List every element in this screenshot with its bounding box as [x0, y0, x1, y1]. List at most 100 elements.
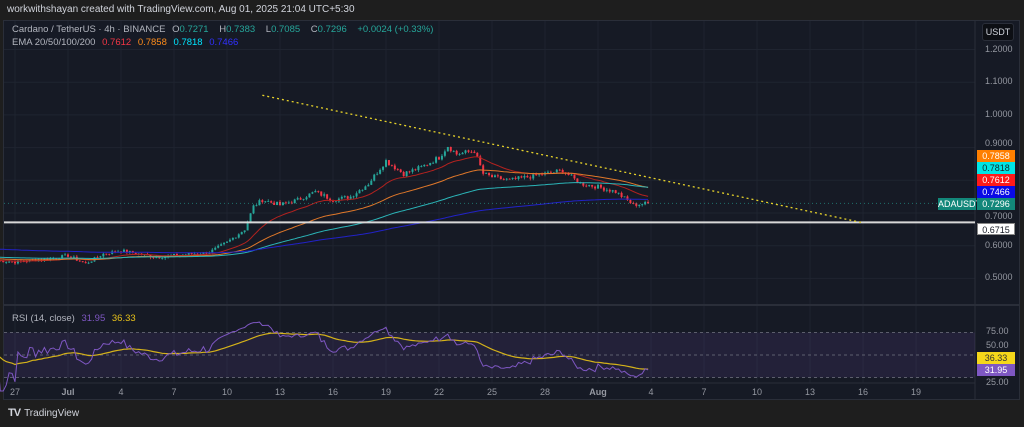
candle-body: [320, 191, 323, 196]
candle-body: [482, 165, 485, 174]
candle-body: [576, 178, 579, 184]
candle-body: [373, 174, 376, 181]
ema-legend[interactable]: EMA 20/50/100/200 0.7612 0.7858 0.7818 0…: [12, 37, 242, 48]
chart-frame[interactable]: [3, 20, 1020, 400]
candle-body: [267, 201, 270, 202]
candle-body: [226, 241, 229, 243]
candle-body: [432, 162, 435, 164]
candle-body: [546, 171, 549, 173]
candle-body: [632, 203, 635, 204]
candle-body: [108, 253, 111, 255]
close-label: C: [310, 24, 318, 35]
rsi-legend[interactable]: RSI (14, close) 31.95 36.33: [12, 313, 140, 324]
candle-body: [493, 175, 496, 178]
candle-body: [626, 196, 629, 201]
candle-body: [387, 160, 390, 165]
low-value: 0.7085: [271, 24, 301, 35]
low-label: L: [265, 24, 272, 35]
candle-body: [25, 261, 28, 263]
candle-body: [323, 194, 326, 196]
rsi-tick-25: 25.00: [986, 377, 1009, 387]
time-tick: 13: [274, 387, 286, 397]
ema50-price-label: 0.7858: [977, 150, 1015, 162]
candle-body: [281, 202, 284, 206]
candle-body: [125, 249, 128, 253]
candle-body: [122, 249, 125, 253]
candle-body: [211, 249, 214, 254]
open-label: O: [172, 24, 180, 35]
rsi-tick-75: 75.00: [986, 326, 1009, 336]
candle-body: [591, 185, 594, 187]
ema-label: EMA 20/50/100/200: [12, 37, 96, 48]
candle-body: [440, 155, 443, 160]
price-tick: 1.0000: [985, 108, 1013, 119]
ema20-value: 0.7612: [102, 37, 132, 48]
candle-body: [352, 196, 355, 198]
candle-body: [638, 204, 641, 206]
candle-body: [520, 176, 523, 178]
candle-body: [299, 198, 302, 200]
rsi-value: 31.95: [81, 313, 106, 324]
candle-body: [296, 198, 299, 200]
candle-body: [561, 169, 564, 173]
candle-body: [541, 174, 544, 175]
high-value: 0.7383: [226, 24, 256, 35]
candle-body: [511, 177, 514, 179]
candle-body: [346, 196, 349, 199]
candle-body: [429, 163, 432, 166]
trendline: [262, 94, 864, 224]
candle-body: [644, 201, 647, 205]
candle-body: [438, 157, 441, 160]
candle-body: [382, 166, 385, 170]
candle-body: [517, 176, 520, 179]
time-tick: 10: [221, 387, 233, 397]
candle-body: [370, 180, 373, 185]
candle-body: [284, 202, 287, 204]
candle-body: [173, 253, 176, 256]
time-tick: 7: [171, 387, 177, 397]
symbol-name[interactable]: Cardano / TetherUS · 4h · BINANCE: [12, 24, 166, 35]
candle-body: [567, 173, 570, 176]
chart-attribution: workwithshayan created with TradingView.…: [7, 4, 355, 15]
candle-body: [329, 198, 332, 201]
candle-body: [467, 150, 470, 152]
candle-body: [155, 257, 158, 259]
symbol-price-tag: ADAUSDT: [938, 198, 982, 210]
candle-body: [558, 169, 561, 171]
last-price-label: 0.7296: [977, 198, 1015, 210]
candle-body: [552, 172, 555, 174]
currency-button[interactable]: USDT: [982, 23, 1014, 41]
candle-body: [485, 172, 488, 174]
candle-body: [67, 254, 70, 257]
ema200-value: 0.7466: [209, 37, 239, 48]
rsi-label: RSI (14, close): [12, 313, 75, 324]
candle-body: [617, 192, 620, 194]
candle-body: [608, 189, 611, 192]
candle-body: [234, 237, 237, 239]
rsi-tick-50: 50.00: [986, 340, 1009, 350]
candle-body: [538, 174, 541, 176]
candle-body: [84, 262, 87, 264]
time-tick: Jul: [61, 387, 75, 397]
candle-body: [14, 261, 16, 264]
rsi-price-label: 31.95: [977, 364, 1015, 376]
time-tick: 13: [804, 387, 816, 397]
candle-body: [314, 191, 317, 193]
open-value: 0.7271: [179, 24, 209, 35]
tradingview-brand[interactable]: TV TradingView: [8, 407, 79, 419]
price-tick: 0.9000: [985, 138, 1013, 148]
candle-body: [196, 253, 199, 255]
candle-body: [549, 171, 552, 173]
candle-body: [488, 172, 491, 176]
candle-body: [308, 193, 311, 198]
candle-body: [393, 165, 396, 170]
candle-body: [529, 177, 532, 179]
candle-body: [261, 200, 264, 203]
candle-body: [385, 160, 388, 167]
candle-body: [594, 186, 597, 189]
time-tick: 28: [539, 387, 551, 397]
candle-body: [187, 253, 190, 255]
candle-body: [58, 258, 61, 260]
candle-body: [28, 259, 31, 262]
